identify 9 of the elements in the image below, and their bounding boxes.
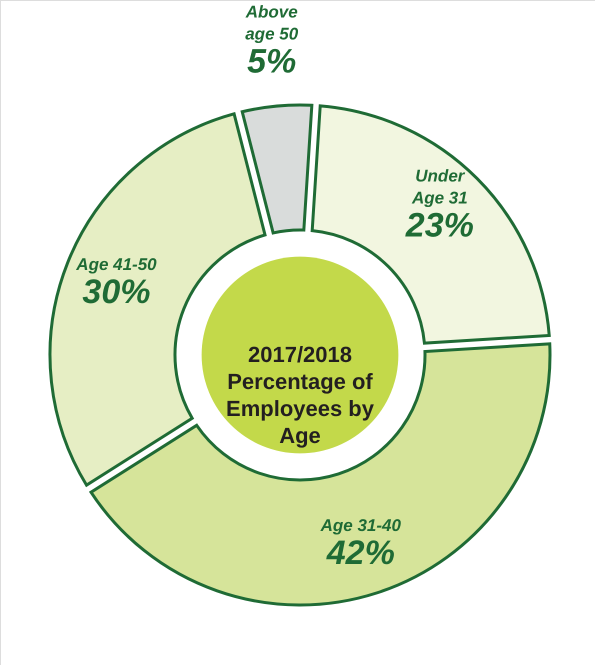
data-label: 23%	[404, 206, 474, 245]
data-label: 5%	[247, 42, 296, 80]
slice-label: Above age 50	[244, 2, 299, 44]
slice-label: Age 31-40	[320, 516, 402, 535]
slice-label: Age 41-50	[75, 255, 158, 274]
text: 2017/2018 Percentage of Employees by Age	[226, 342, 375, 448]
slice-label: Under Age 31	[410, 166, 468, 208]
data-label: 42%	[326, 534, 395, 572]
data-label: 30%	[82, 273, 150, 312]
